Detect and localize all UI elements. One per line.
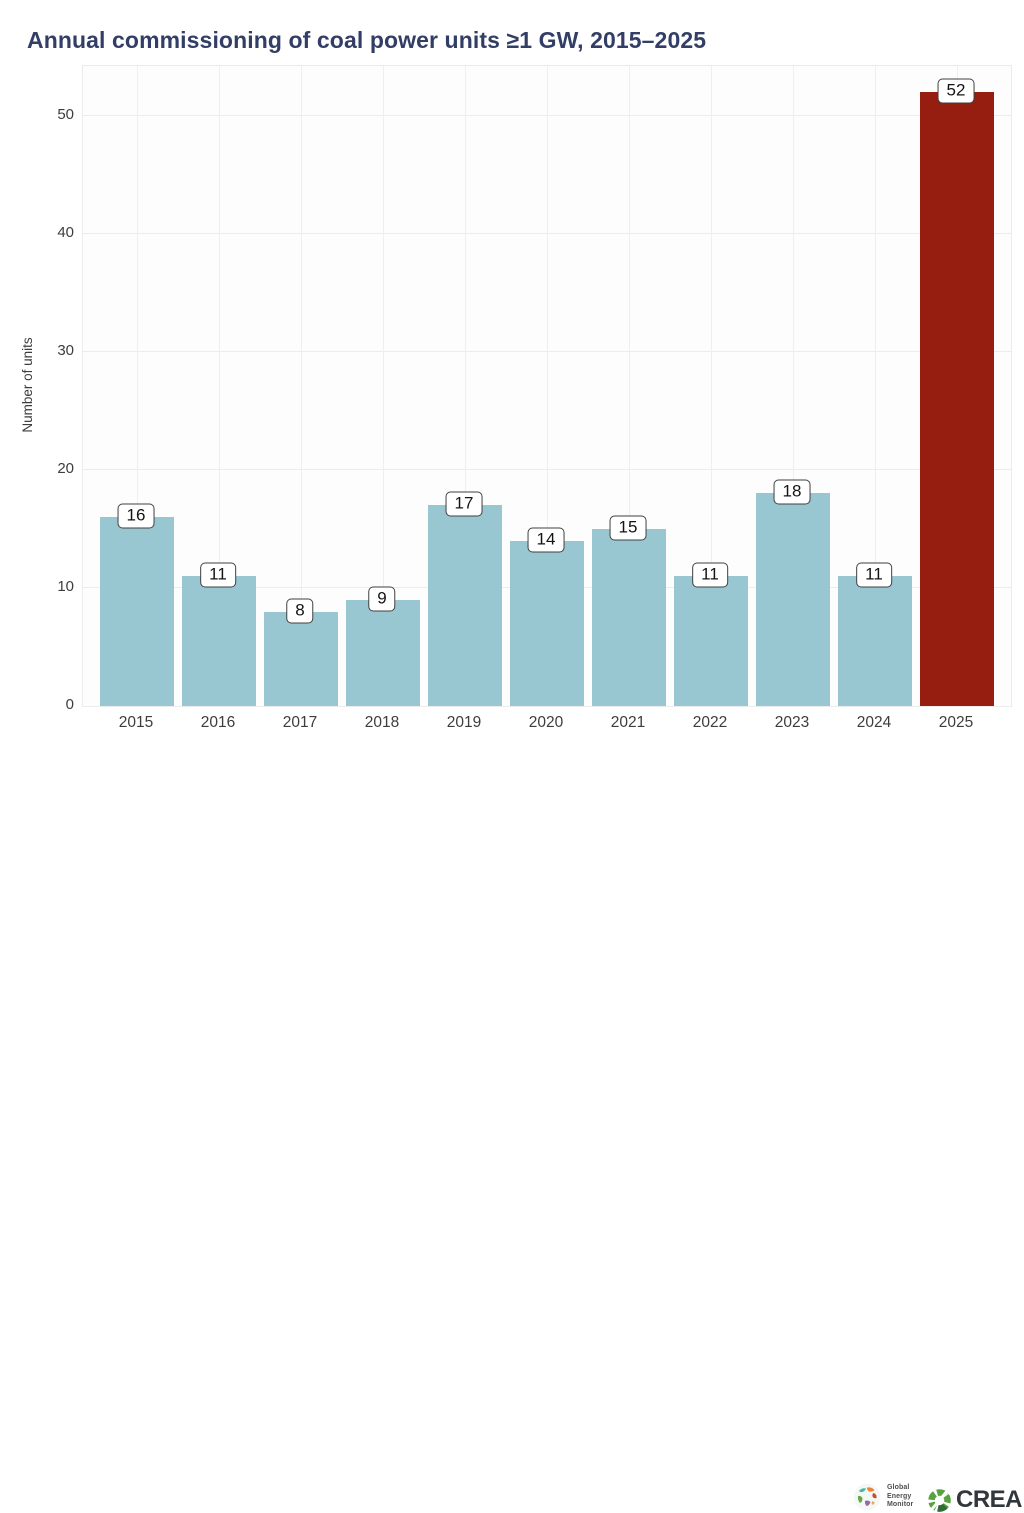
y-tick-label: 0	[65, 696, 74, 713]
value-label-2019: 17	[445, 491, 483, 517]
value-label-2020: 14	[527, 527, 565, 553]
gem-logo-line1: Global	[887, 1484, 910, 1492]
value-label-2024: 11	[856, 562, 892, 588]
x-tick-label-2025: 2025	[938, 714, 974, 731]
gridline-vertical	[792, 66, 794, 706]
gridline-vertical	[218, 66, 220, 706]
bar-2016	[182, 576, 256, 706]
y-tick-label: 50	[57, 105, 74, 123]
gem-logo-line3: Monitor	[887, 1501, 914, 1509]
gridline-vertical	[136, 66, 138, 706]
gem-logo-text: Global Energy Monitor	[887, 1484, 913, 1510]
plot-panel	[82, 65, 1012, 707]
x-tick-label-2020: 2020	[528, 714, 564, 731]
bar-2015	[100, 517, 174, 706]
x-tick-label-2015: 2015	[118, 714, 154, 731]
x-tick-label-2024: 2024	[856, 714, 892, 731]
y-tick-label: 20	[57, 459, 74, 477]
global-energy-monitor-logo: Global Energy Monitor	[853, 1483, 913, 1511]
bar-2018	[346, 599, 420, 706]
x-tick-label-2021: 2021	[610, 714, 646, 731]
bar-2023	[756, 493, 830, 706]
x-tick-label-2022: 2022	[692, 714, 728, 731]
x-tick-label-2019: 2019	[446, 714, 482, 731]
y-tick-label: 10	[57, 577, 74, 595]
footer: Global Energy Monitor CREA	[0, 738, 1024, 1513]
gridline-vertical	[710, 66, 712, 706]
value-label-2018: 9	[368, 586, 396, 612]
gridline-vertical	[874, 66, 876, 706]
chart-title: Annual commissioning of coal power units…	[27, 27, 707, 53]
value-label-2017: 8	[286, 598, 314, 624]
gem-logo-line2: Energy	[887, 1492, 912, 1500]
crea-leaf-icon	[928, 1488, 951, 1512]
value-label-2015: 16	[117, 503, 155, 529]
bar-2024	[838, 576, 912, 706]
crea-logo-text: CREA	[956, 1486, 1023, 1513]
gridline-vertical	[464, 66, 466, 706]
bar-2022	[674, 576, 748, 706]
chart-page: { "title": "Annual commissioning of coal…	[0, 27, 1024, 1513]
x-tick-label-2017: 2017	[282, 714, 318, 731]
x-tick-label-2023: 2023	[774, 714, 810, 731]
bar-2019	[428, 505, 502, 706]
value-label-2021: 15	[609, 515, 647, 541]
bar-2020	[510, 540, 584, 706]
gridline-vertical	[300, 66, 302, 706]
y-tick-label: 40	[57, 223, 74, 241]
crea-logo: CREA	[928, 1486, 1023, 1513]
value-label-2016: 11	[200, 562, 236, 588]
bar-2017	[264, 611, 338, 706]
value-label-2025: 52	[937, 78, 975, 104]
gridline-vertical	[628, 66, 630, 706]
x-tick-label-2018: 2018	[364, 714, 400, 731]
bar-2025	[920, 91, 994, 706]
value-label-2022: 11	[692, 562, 728, 588]
bar-2021	[592, 528, 666, 706]
y-tick-label: 30	[57, 341, 74, 359]
x-tick-label-2016: 2016	[200, 714, 236, 731]
gridline-horizontal	[83, 705, 1011, 707]
gridline-vertical	[382, 66, 384, 706]
value-label-2023: 18	[773, 479, 811, 505]
globe-icon	[853, 1483, 881, 1511]
gridline-vertical	[546, 66, 548, 706]
